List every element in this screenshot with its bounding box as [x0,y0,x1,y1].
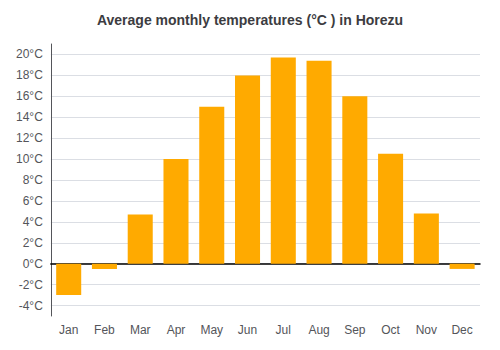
svg-text:14°C: 14°C [16,110,43,124]
svg-text:Jan: Jan [59,323,78,337]
svg-text:Dec: Dec [451,323,472,337]
svg-text:8°C: 8°C [23,173,43,187]
svg-text:Jun: Jun [238,323,257,337]
svg-text:Apr: Apr [167,323,186,337]
svg-text:Oct: Oct [381,323,400,337]
svg-text:20°C: 20°C [16,47,43,61]
svg-text:16°C: 16°C [16,89,43,103]
svg-text:Jul: Jul [276,323,291,337]
svg-text:Nov: Nov [416,323,437,337]
svg-text:Average monthly temperatures (: Average monthly temperatures (°C ) in Ho… [97,12,403,28]
svg-text:-2°C: -2°C [19,278,43,292]
svg-text:10°C: 10°C [16,152,43,166]
svg-text:4°C: 4°C [23,215,43,229]
svg-text:12°C: 12°C [16,131,43,145]
svg-text:-4°C: -4°C [19,299,43,313]
svg-text:2°C: 2°C [23,236,43,250]
svg-text:6°C: 6°C [23,194,43,208]
svg-text:Sep: Sep [344,323,366,337]
svg-text:Mar: Mar [130,323,151,337]
svg-text:May: May [200,323,223,337]
svg-text:0°C: 0°C [23,257,43,271]
svg-text:Aug: Aug [308,323,329,337]
svg-text:18°C: 18°C [16,68,43,82]
svg-text:Feb: Feb [94,323,115,337]
